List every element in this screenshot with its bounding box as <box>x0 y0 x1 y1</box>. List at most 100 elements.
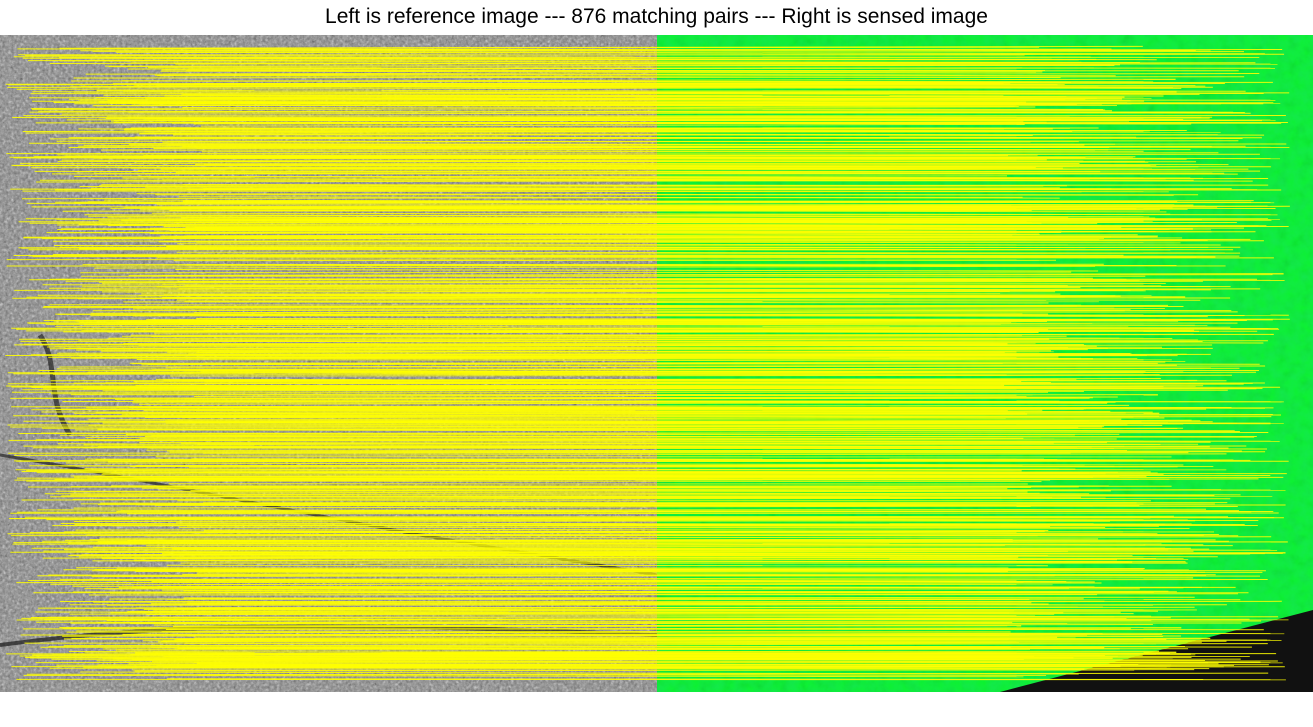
match-line <box>181 167 1036 169</box>
match-line <box>75 320 1012 324</box>
match-line <box>59 625 1022 628</box>
match-line <box>41 410 1111 413</box>
match-line <box>196 318 1226 320</box>
match-line <box>155 545 1233 548</box>
match-line <box>106 604 1227 606</box>
match-line <box>7 371 1130 374</box>
match-line <box>167 598 1241 601</box>
figure-title: Left is reference image --- 876 matching… <box>325 5 988 28</box>
match-line <box>95 411 1153 414</box>
match-line <box>161 273 1284 277</box>
match-line <box>46 230 1062 234</box>
match-line <box>43 306 1165 309</box>
match-line <box>154 73 1260 76</box>
match-line <box>99 536 1272 539</box>
match-line <box>191 458 1058 460</box>
match-line <box>187 234 1013 237</box>
match-line <box>50 137 1063 140</box>
match-line <box>164 95 1125 98</box>
match-line <box>78 346 1163 350</box>
match-line <box>94 568 1145 570</box>
match-line <box>69 602 1032 606</box>
match-line <box>193 310 1125 314</box>
match-line <box>11 406 1232 408</box>
match-line <box>31 408 1086 411</box>
match-line <box>112 476 1284 480</box>
match-line <box>177 280 1021 282</box>
match-line <box>72 585 1070 588</box>
match-line <box>6 152 1219 155</box>
match-line <box>193 409 1008 412</box>
match-line <box>30 166 1199 169</box>
match-line <box>145 82 1039 85</box>
match-line <box>198 209 1167 213</box>
match-line <box>133 633 1010 637</box>
match-line <box>96 658 1241 662</box>
match-line <box>105 57 1097 60</box>
match-line <box>86 534 1219 536</box>
matching-figure <box>0 35 1313 692</box>
match-line <box>109 560 1129 563</box>
match-line <box>135 652 1157 655</box>
match-line <box>24 53 1285 57</box>
match-line <box>170 374 1233 377</box>
match-line <box>151 51 1245 53</box>
match-line <box>56 368 1260 371</box>
match-line <box>59 578 1032 582</box>
match-line <box>59 60 1082 63</box>
match-line <box>182 200 1252 203</box>
match-line <box>29 531 1124 533</box>
match-line <box>126 512 1279 515</box>
match-line <box>57 443 1161 445</box>
match-line <box>197 326 1231 330</box>
match-line <box>132 402 1108 404</box>
match-line <box>176 558 1189 560</box>
match-line <box>182 107 1104 110</box>
match-line <box>75 429 1240 432</box>
match-line <box>49 304 1078 307</box>
match-line <box>21 497 1106 501</box>
match-line <box>115 648 1031 651</box>
match-line <box>155 504 1093 507</box>
match-line <box>13 540 1172 544</box>
match-line <box>196 147 1109 151</box>
match-line <box>178 287 1211 291</box>
match-line <box>143 157 1187 160</box>
match-line <box>72 497 1002 500</box>
match-line <box>14 344 1097 347</box>
match-line <box>162 588 1070 591</box>
match-line <box>45 323 1208 326</box>
match-line <box>26 673 1047 676</box>
match-line <box>16 618 1250 621</box>
match-line <box>61 159 1084 162</box>
match-line <box>101 280 1203 284</box>
match-line <box>130 464 1023 468</box>
match-line <box>196 239 1208 243</box>
match-line <box>26 202 1175 206</box>
match-line <box>170 236 1183 239</box>
match-line <box>53 244 1221 246</box>
match-line <box>73 475 1271 478</box>
match-line <box>193 122 1149 125</box>
match-line <box>88 213 1171 217</box>
match-line <box>14 478 1139 481</box>
match-line <box>75 528 1190 531</box>
match-line <box>162 474 1164 477</box>
match-line <box>139 48 1196 51</box>
match-line <box>149 401 1116 403</box>
match-line <box>194 636 1058 639</box>
match-line <box>92 103 1039 107</box>
match-line <box>90 311 1238 314</box>
match-line <box>148 355 1178 358</box>
match-line <box>37 373 1160 375</box>
match-line <box>79 185 1044 187</box>
match-line <box>200 489 1028 493</box>
match-line <box>132 338 1050 342</box>
match-line <box>106 115 1286 117</box>
match-line <box>200 123 1025 127</box>
match-line <box>97 664 1269 666</box>
match-line <box>98 101 1264 105</box>
match-line <box>193 394 1158 397</box>
match-line <box>70 492 1040 496</box>
match-line <box>23 674 1024 678</box>
